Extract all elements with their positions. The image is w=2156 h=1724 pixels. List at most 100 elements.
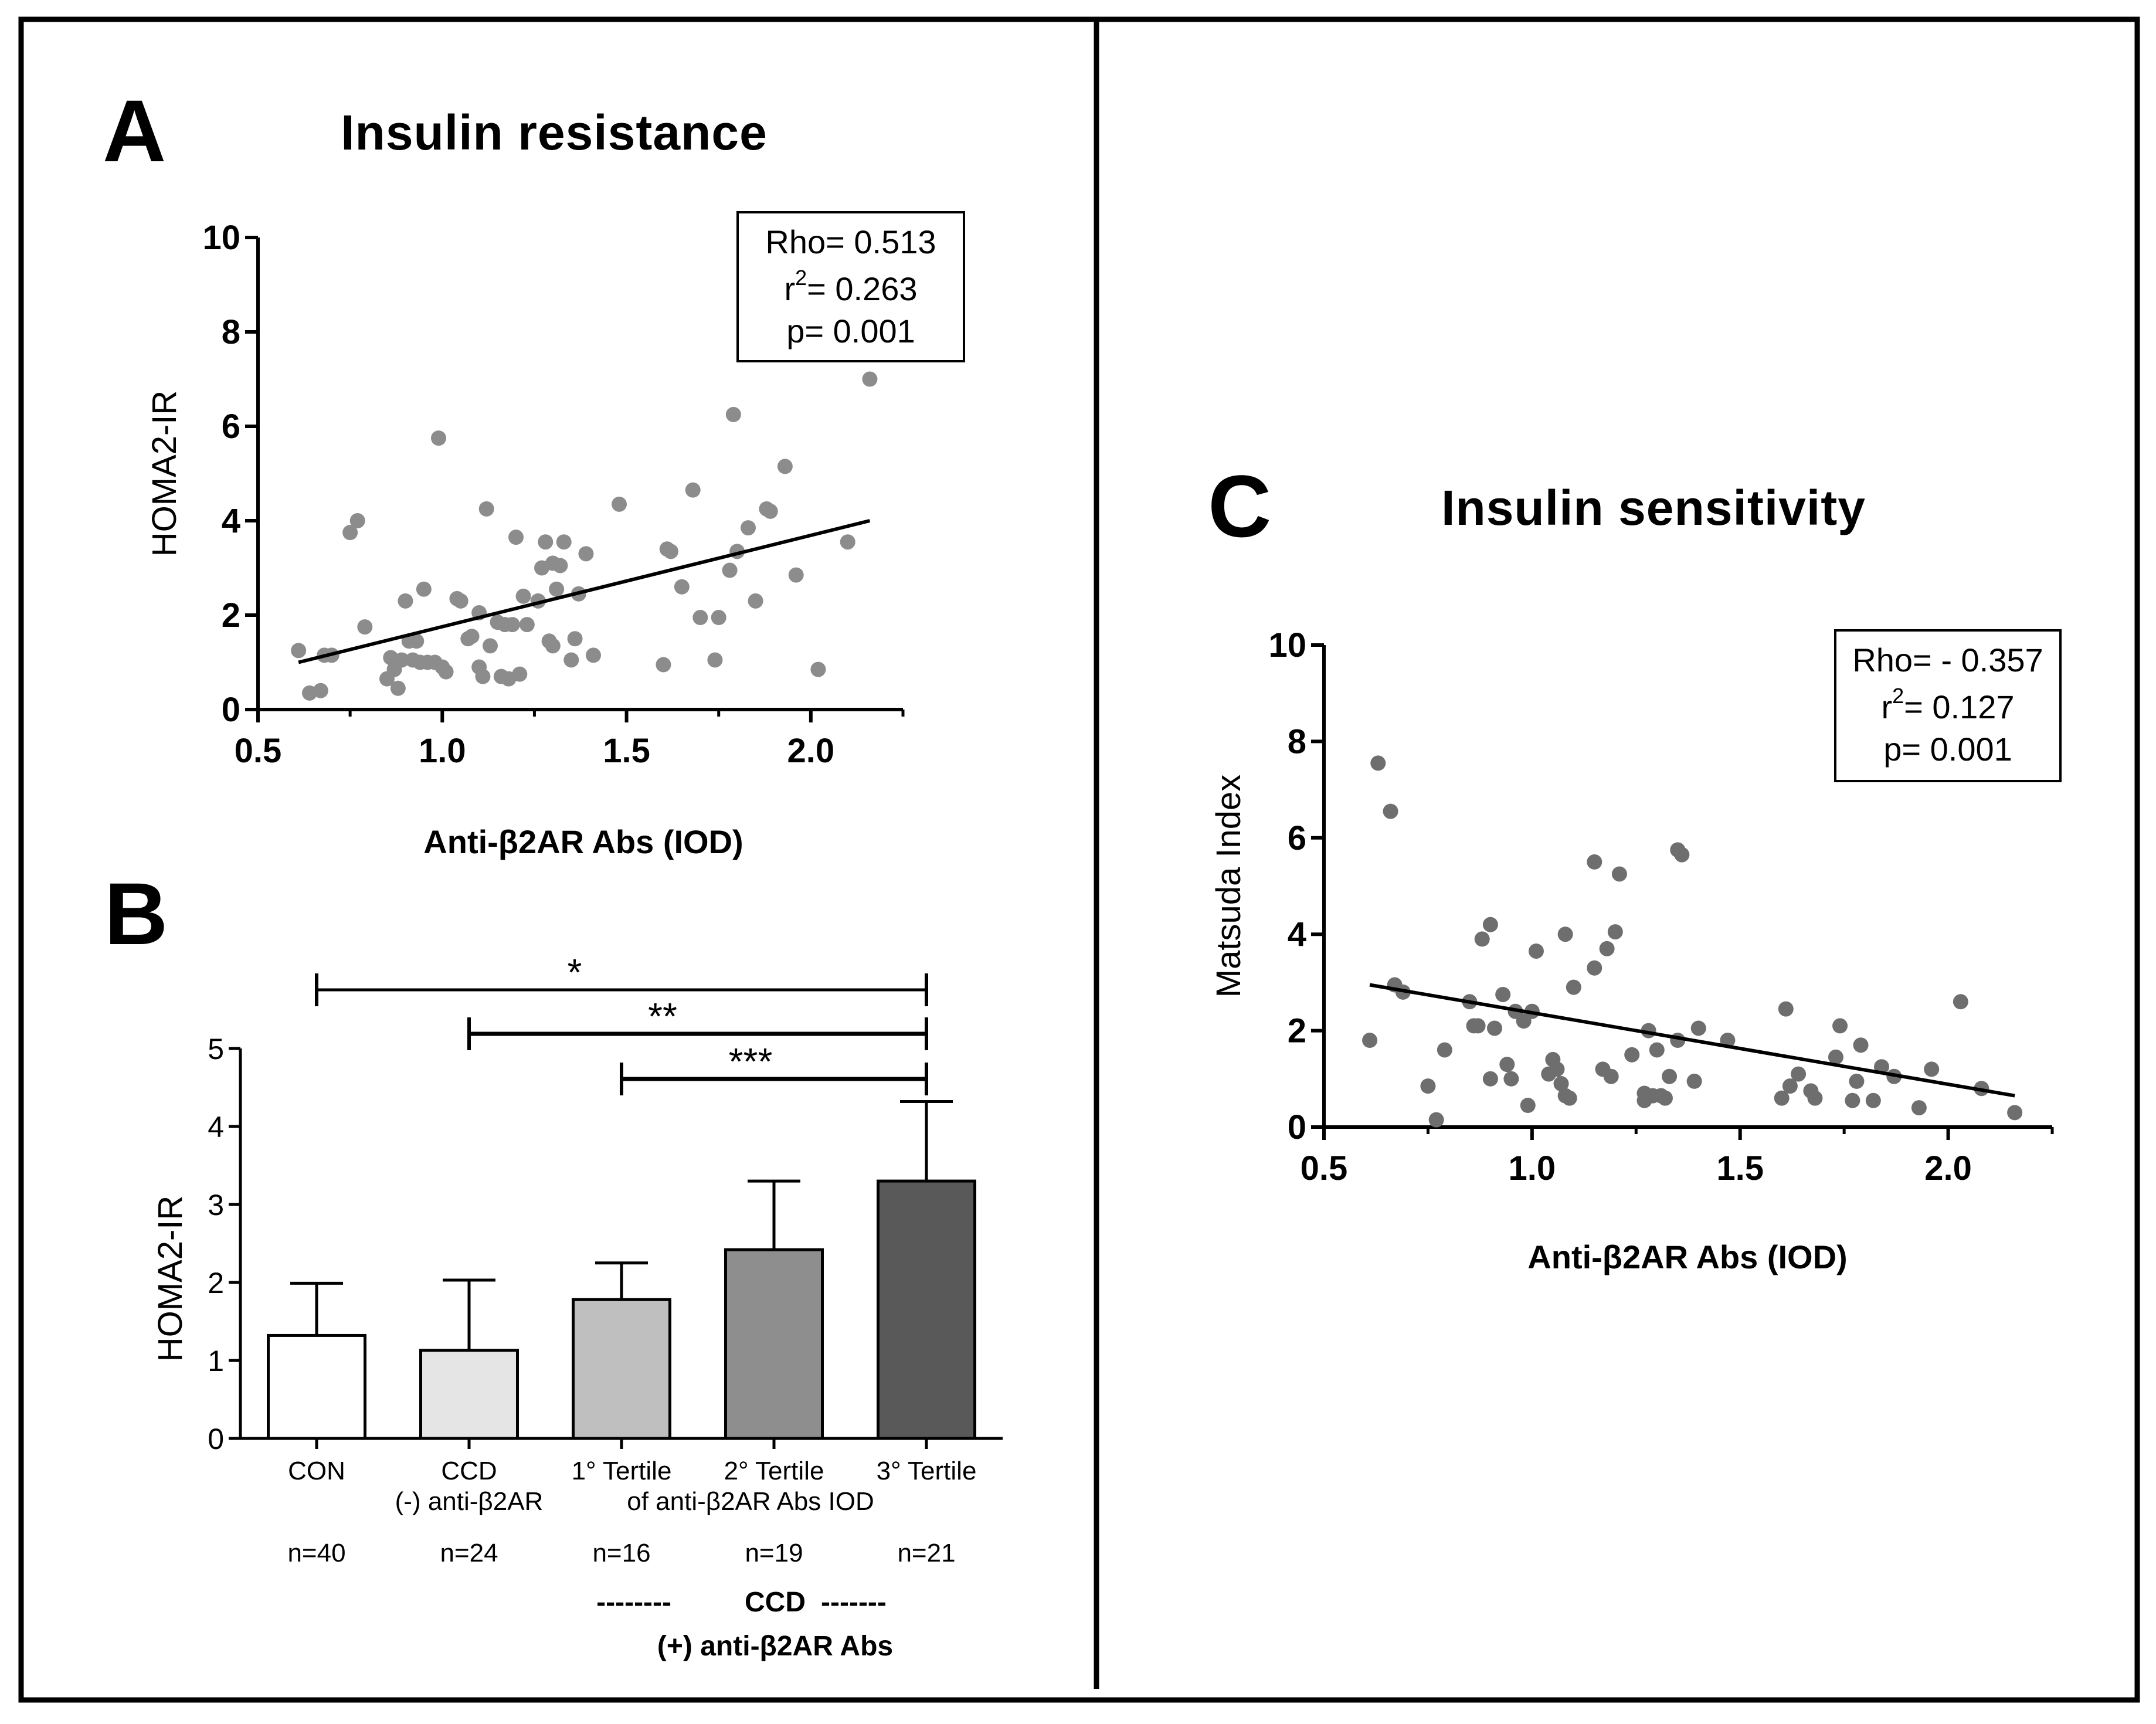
y-tick-label: 2 — [208, 1267, 224, 1299]
data-point — [390, 680, 406, 696]
data-point — [438, 664, 454, 680]
data-point — [1428, 1112, 1444, 1128]
y-tick-label: 6 — [1288, 819, 1306, 857]
stats-r2: r2= 0.127 — [1881, 684, 2014, 725]
y-axis-title: Matsuda Index — [1210, 775, 1248, 997]
x-tick-label: 0.5 — [235, 732, 282, 770]
data-point — [1924, 1061, 1940, 1077]
data-point — [1849, 1073, 1865, 1089]
data-point — [1499, 1057, 1515, 1073]
data-point — [1778, 1001, 1794, 1017]
data-point — [567, 631, 583, 647]
data-point — [1566, 979, 1581, 995]
category-sublabel: (-) anti-β2AR — [395, 1487, 544, 1516]
n-label: n=19 — [745, 1539, 803, 1567]
data-point — [810, 661, 826, 677]
data-point — [656, 657, 671, 673]
data-point — [398, 593, 413, 609]
data-point — [1686, 1073, 1702, 1089]
data-point — [1587, 854, 1602, 870]
data-point — [748, 593, 763, 609]
data-point — [1828, 1049, 1843, 1065]
panel-b-letter: B — [104, 864, 168, 963]
data-point — [519, 617, 535, 633]
data-point — [711, 610, 726, 626]
data-point — [1486, 1020, 1502, 1036]
y-tick-label: 8 — [222, 313, 240, 351]
x-tick-label: 0.5 — [1301, 1149, 1348, 1187]
y-tick-label: 1 — [208, 1345, 224, 1377]
data-point — [840, 534, 855, 550]
data-point — [1557, 927, 1573, 942]
data-point — [685, 482, 701, 498]
data-point — [1482, 1071, 1498, 1087]
data-point — [1553, 1076, 1569, 1092]
significance-label: ** — [648, 995, 677, 1037]
data-point — [1657, 1090, 1673, 1106]
x-tick-label: 2.0 — [1924, 1149, 1972, 1187]
regression-line — [298, 519, 871, 664]
data-point — [1674, 847, 1690, 863]
stats-box — [1834, 629, 2062, 782]
data-point — [1791, 1066, 1807, 1082]
y-tick-label: 3 — [208, 1189, 224, 1221]
y-tick-label: 10 — [1268, 626, 1306, 664]
y-tick-label: 0 — [208, 1423, 224, 1455]
data-point — [1362, 1033, 1378, 1048]
bar — [572, 1298, 671, 1440]
data-point — [313, 683, 328, 698]
y-axis-title: HOMA2-IR — [145, 391, 184, 557]
data-point — [1662, 1068, 1678, 1084]
scatter-a: 0 2 4 6 8 10 0.5 1.0 1.5 2.0 HOMA2-IR Anti-β2AR Abs… — [145, 211, 965, 860]
data-point — [1599, 941, 1615, 956]
data-point — [515, 588, 531, 604]
stats-r2-sup: 2 — [795, 266, 807, 290]
group-label-ccd: CCD — [745, 1587, 806, 1618]
data-point — [1549, 1061, 1565, 1077]
data-point — [1690, 1020, 1706, 1036]
n-label: n=16 — [592, 1539, 650, 1567]
data-point — [349, 513, 365, 528]
data-point — [578, 546, 594, 562]
x-tick-label: 1.5 — [1716, 1149, 1764, 1187]
bar — [724, 1248, 824, 1440]
y-tick-label: 4 — [1288, 915, 1306, 953]
y-tick-label: 4 — [222, 502, 240, 540]
data-point — [552, 558, 568, 573]
data-point — [1624, 1047, 1640, 1063]
regression-line — [1369, 983, 2015, 1098]
data-point — [475, 668, 491, 684]
data-point — [1807, 1090, 1823, 1106]
data-point — [545, 638, 561, 654]
data-point — [483, 638, 498, 654]
data-point — [478, 501, 494, 517]
data-point — [722, 562, 738, 578]
data-point — [1774, 1090, 1790, 1106]
y-tick-label: 5 — [208, 1033, 224, 1065]
data-point — [394, 652, 410, 668]
x-tick-label: 2.0 — [787, 732, 835, 770]
tertile-label: of anti-β2AR Abs IOD — [627, 1487, 874, 1516]
stats-r2-value: = 0.127 — [1904, 688, 2014, 725]
panel-a-title: Insulin resistance — [341, 105, 768, 160]
panel-a: A Insulin resistance 0 2 4 6 8 10 0.5 1.0 1.5 2.0… — [103, 82, 965, 860]
data-point — [586, 647, 601, 663]
y-tick-label: 6 — [222, 408, 240, 446]
data-point — [1520, 1098, 1536, 1114]
data-point — [741, 520, 756, 536]
data-point — [862, 371, 878, 387]
data-point — [1845, 1092, 1860, 1108]
data-point — [1474, 931, 1490, 947]
stats-r2-prefix: r — [784, 270, 795, 307]
stats-r2-value: = 0.263 — [807, 270, 917, 307]
data-point — [1503, 1071, 1519, 1087]
data-point — [2007, 1105, 2023, 1121]
panel-c-letter: C — [1208, 457, 1271, 555]
data-point — [692, 610, 708, 626]
data-point — [674, 579, 690, 595]
scatter-c: 0 2 4 6 8 10 0.5 1.0 1.5 2.0 Matsuda Index Anti-β2A… — [1210, 626, 2062, 1275]
data-point — [1470, 1018, 1486, 1034]
y-tick-label: 8 — [1288, 722, 1306, 761]
